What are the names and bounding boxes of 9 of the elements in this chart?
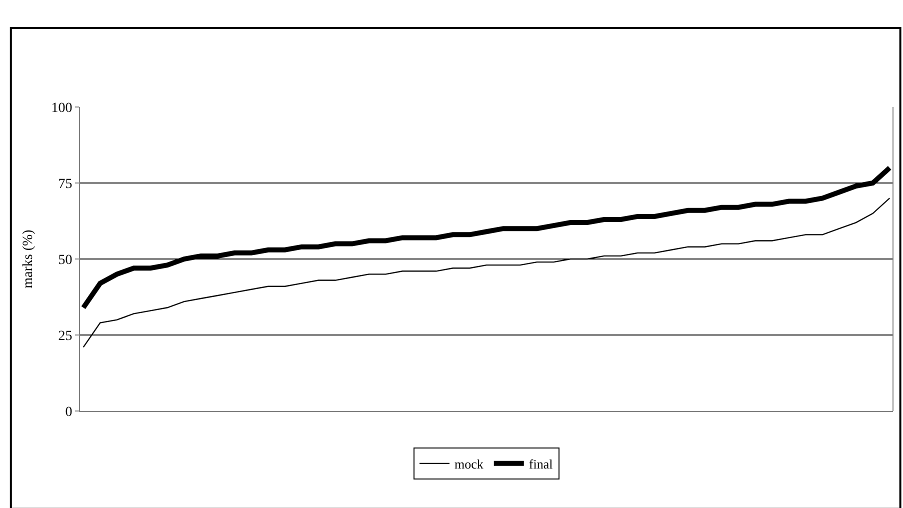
y-tick-label: 50 [58, 252, 72, 268]
y-axis-title: marks (%) [20, 229, 36, 288]
y-tick-label: 0 [65, 404, 72, 420]
legend-label: mock [454, 456, 484, 472]
y-tick-label: 25 [58, 328, 72, 344]
y-tick-label: 75 [58, 176, 72, 192]
line-series [82, 198, 890, 348]
legend-label: final [528, 456, 554, 472]
y-tick-label: 100 [51, 100, 72, 116]
